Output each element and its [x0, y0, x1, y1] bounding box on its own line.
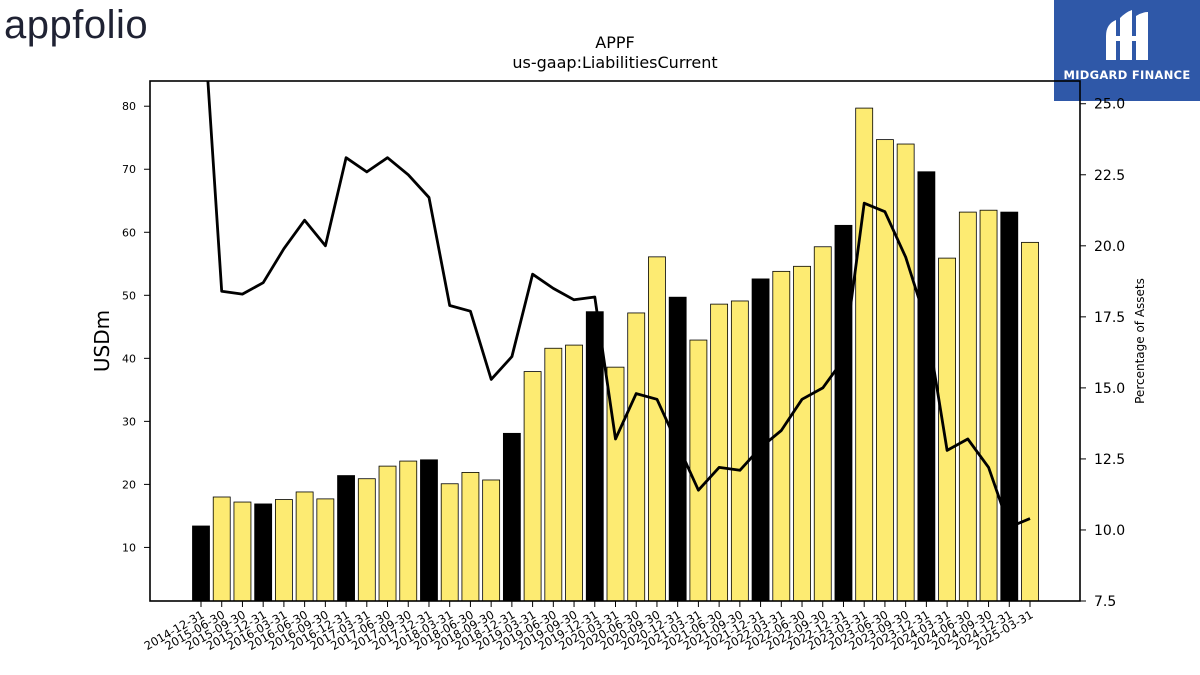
bar-series — [192, 107, 1039, 602]
bar-2018-12-31 — [502, 432, 521, 602]
y-tick-label: 70 — [122, 163, 136, 176]
bar-2015-06-30 — [212, 496, 231, 602]
bar-2017-12-31 — [420, 459, 438, 602]
bar-2015-12-31 — [254, 503, 273, 602]
y2-tick-label: 7.5 — [1094, 594, 1116, 610]
bar-2017-06-30 — [378, 465, 397, 602]
bar-2020-09-30 — [648, 256, 666, 602]
bar-2019-09-30 — [565, 344, 583, 602]
percentage-line — [206, 81, 1031, 529]
bar-2017-09-30 — [399, 460, 418, 602]
midgard-emblem-icon — [1106, 10, 1148, 60]
y-tick-label: 80 — [122, 100, 136, 113]
appfolio-logo: appfolio — [4, 3, 149, 47]
bar-2021-09-30 — [730, 300, 749, 602]
bar-2018-06-30 — [461, 472, 480, 602]
bar-2023-09-30 — [896, 143, 915, 602]
bar-2022-09-30 — [813, 246, 832, 602]
y2-tick-label: 17.5 — [1094, 310, 1125, 326]
y2-tick-label: 22.5 — [1094, 168, 1125, 184]
y-axis-left: 10 20 30 40 50 60 70 80 — [122, 100, 150, 554]
bar-2023-12-31 — [917, 171, 936, 602]
bar-2014-12-31 — [192, 525, 210, 602]
bar-2019-06-30 — [544, 347, 563, 602]
bar-2022-06-30 — [793, 265, 811, 602]
midgard-finance-logo: MIDGARD FINANCE — [1054, 0, 1200, 101]
bar-2016-06-30 — [295, 491, 314, 602]
bar-2016-12-31 — [337, 475, 355, 602]
bar-2019-12-31 — [585, 311, 604, 602]
bar-2019-03-31 — [523, 371, 542, 602]
bar-2024-09-30 — [979, 209, 998, 602]
chart-title: APPF — [595, 33, 634, 52]
bar-2023-03-31 — [855, 107, 874, 602]
bar-2018-03-31 — [440, 483, 459, 602]
y2-tick-label: 10.0 — [1094, 523, 1125, 539]
y2-tick-label: 25.0 — [1094, 97, 1125, 113]
bar-2020-12-31 — [668, 296, 687, 602]
x-axis: 2014-12-312015-06-302015-09-302015-12-31… — [142, 601, 1036, 653]
chart-subtitle: us-gaap:LiabilitiesCurrent — [512, 53, 717, 72]
bar-2021-03-31 — [689, 339, 708, 602]
bar-2021-06-30 — [710, 303, 729, 602]
y-tick-label: 20 — [122, 478, 136, 491]
bar-2024-03-31 — [938, 257, 956, 602]
bar-2025-03-31 — [1021, 241, 1039, 602]
bar-2016-09-30 — [316, 498, 335, 602]
bar-2016-03-31 — [274, 499, 293, 602]
y-axis-right: 7.5 10.0 12.5 15.0 17.5 20.0 22.5 25.0 — [1080, 97, 1125, 610]
y2-tick-label: 20.0 — [1094, 239, 1125, 255]
bar-2018-09-30 — [482, 479, 501, 602]
y2-tick-label: 12.5 — [1094, 452, 1125, 468]
bar-2015-09-30 — [233, 501, 252, 602]
midgard-brand-text: MIDGARD FINANCE — [1063, 68, 1191, 82]
y-tick-label: 60 — [122, 226, 136, 239]
bar-2024-12-31 — [1000, 211, 1019, 602]
y2-axis-label: Percentage of Assets — [1133, 278, 1147, 404]
y2-tick-label: 15.0 — [1094, 381, 1125, 397]
bar-2022-12-31 — [834, 224, 853, 602]
y-tick-label: 50 — [122, 289, 136, 302]
bar-2021-12-31 — [751, 278, 770, 602]
y-tick-label: 40 — [122, 352, 136, 365]
bar-2020-06-30 — [627, 312, 646, 602]
bar-2024-06-30 — [958, 211, 977, 602]
y-tick-label: 10 — [122, 541, 136, 554]
y-axis-label: USDm — [90, 310, 114, 372]
y-tick-label: 30 — [122, 415, 136, 428]
bar-2017-03-31 — [357, 478, 376, 602]
